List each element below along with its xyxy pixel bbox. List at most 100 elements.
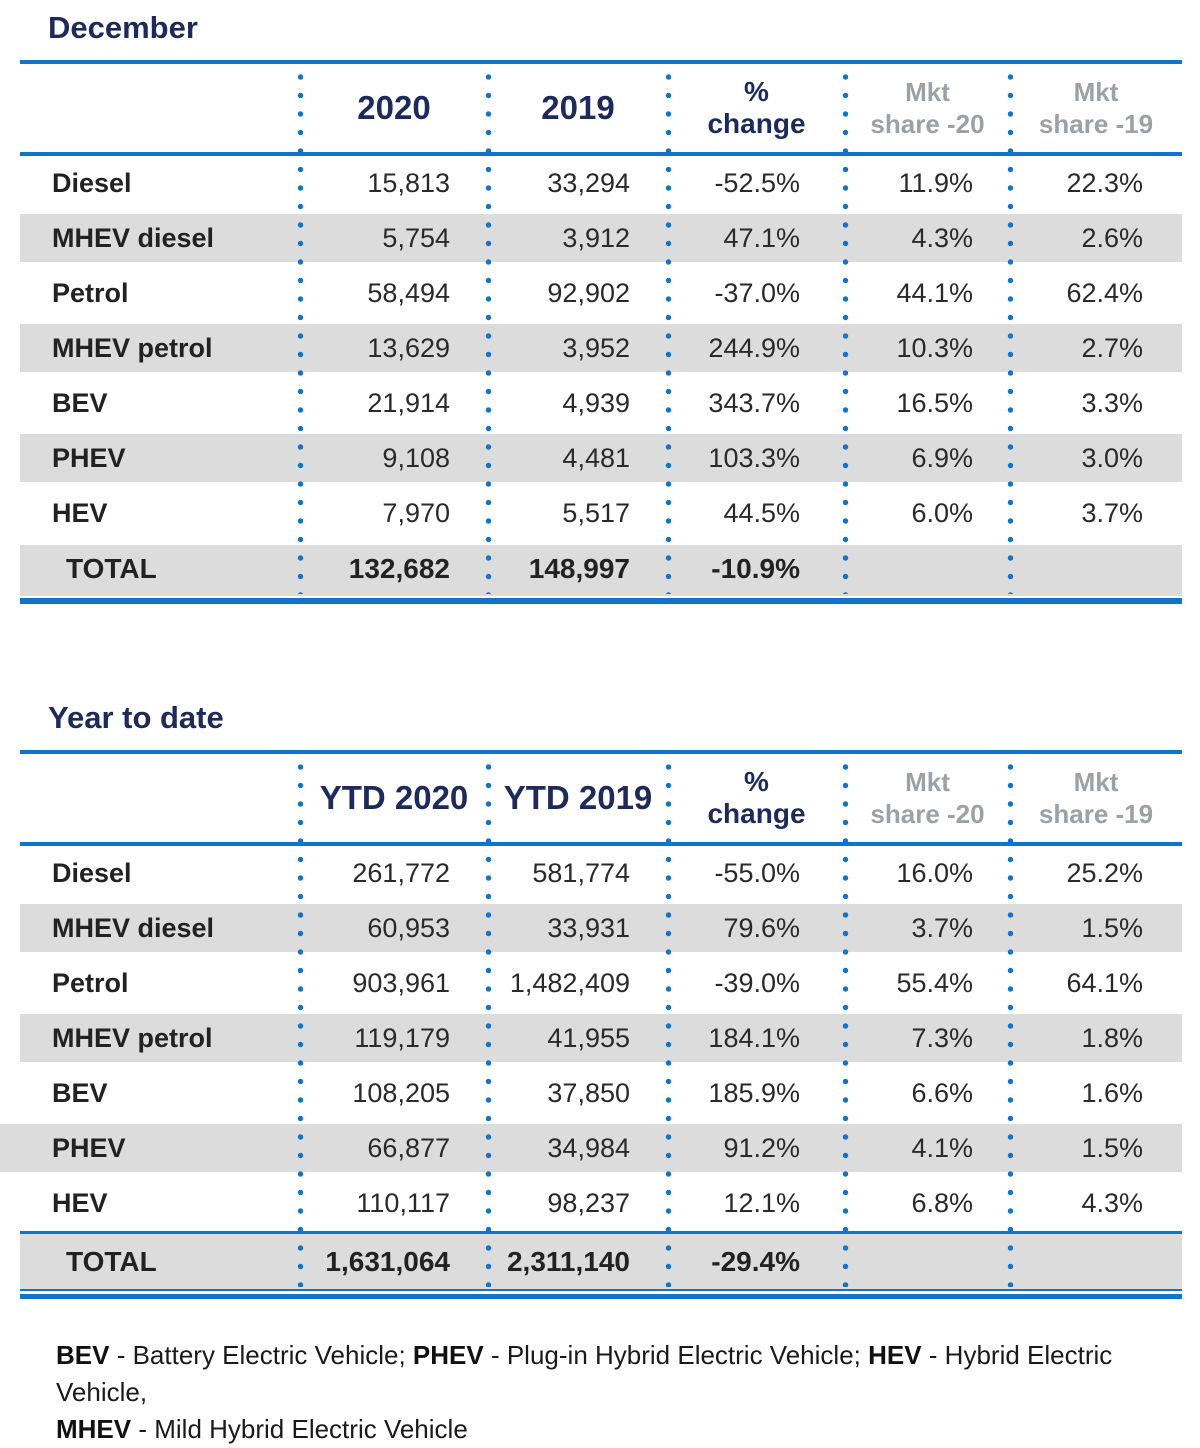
header-pct-line1: % [744,75,769,107]
cell-2020-total: 132,682 [300,541,488,596]
cell-mkt-share-19-total [1010,1231,1182,1289]
header-pct-line2: change [707,798,806,829]
cell-mkt-share-19: 1.5% [1010,901,1182,956]
cell-2020: 5,754 [300,211,488,266]
row-label-total: TOTAL [20,1231,300,1289]
table-row-diesel: Diesel 15,813 33,294 -52.5% 11.9% 22.3% [20,154,1182,211]
cell-2019: 3,952 [488,321,668,376]
row-label-total: TOTAL [20,541,300,596]
cell-pct-change: -37.0% [714,278,800,308]
abbr-bev: BEV [56,1340,110,1370]
header-mkt20-line2: share -20 [870,109,985,139]
cell-pct-change: 185.9% [708,1078,800,1108]
row-label: PHEV [0,1121,300,1176]
cell-2020: 9,108 [300,431,488,486]
table-bottom-rule-thick [20,1294,1182,1299]
cell-pct-change-total: -29.4% [668,1231,845,1289]
header-row: YTD 2020 YTD 2019 % change Mkt share -20… [20,754,1182,846]
table-row-mhev-diesel: MHEV diesel 5,754 3,912 47.1% 4.3% 2.6% [20,211,1182,266]
cell-mkt-share-19: 3.0% [1010,431,1182,486]
cell-mkt-share-20: 10.3% [845,321,1010,376]
cell-ytd-2019: 37,850 [547,1078,630,1108]
table-row-petrol: Petrol 58,494 92,902 -37.0% 44.1% 62.4% [20,266,1182,321]
cell-ytd-2020: 119,179 [300,1011,488,1066]
cell-mkt-share-19: 25.2% [1066,858,1143,888]
cell-pct-change: 12.1% [723,1188,800,1218]
header-ytd-2020: YTD 2020 [300,754,488,846]
cell-ytd-2020: 66,877 [300,1121,488,1176]
cell-mkt-share-20: 6.8% [911,1188,973,1218]
cell-pct-change: -52.5% [714,168,800,198]
footnote-line-2: MHEV - Mild Hybrid Electric Vehicle [56,1411,1182,1448]
header-mkt-share-19: Mkt share -19 [1010,64,1182,156]
table-row-total: TOTAL 132,682 148,997 -10.9% [20,541,1182,596]
cell-2020: 21,914 [367,388,450,418]
cell-mkt-share-20: 6.0% [911,498,973,528]
footnote-line-1: BEV - Battery Electric Vehicle; PHEV - P… [56,1337,1182,1411]
row-label: BEV [52,1078,108,1108]
cell-mkt-share-19: 1.8% [1010,1011,1182,1066]
cell-mkt-share-19: 2.7% [1010,321,1182,376]
cell-2019: 4,481 [488,431,668,486]
row-label: MHEV petrol [20,321,300,376]
header-mkt19-line2: share -19 [1038,799,1154,829]
december-section-title: December [48,10,198,45]
abbr-hev: HEV [868,1340,922,1370]
header-mkt20-line1: Mkt [905,76,950,107]
row-label: HEV [52,1188,108,1218]
table-row-phev: PHEV 9,108 4,481 103.3% 6.9% 3.0% [20,431,1182,486]
table-row-mhev-diesel: MHEV diesel 60,953 33,931 79.6% 3.7% 1.5… [20,901,1182,956]
cell-mkt-share-20: 16.5% [896,388,973,418]
cell-mkt-share-20: 6.6% [911,1078,973,1108]
december-table-wrapper: 2020 2019 % change Mkt share -20 Mkt sha… [20,64,1182,596]
header-empty [20,754,300,846]
cell-2019: 5,517 [562,498,630,528]
header-mkt19-line1: Mkt [1073,76,1119,107]
cell-mkt-share-20: 6.9% [845,431,1010,486]
cell-pct-change: 91.2% [668,1121,845,1176]
header-mkt-share-20: Mkt share -20 [845,64,1010,156]
header-pct-change: % change [668,754,845,846]
header-mkt19-line1: Mkt [1073,766,1119,797]
cell-pct-change: -39.0% [714,968,800,998]
cell-ytd-2019: 581,774 [532,858,630,888]
abbreviation-footnote: BEV - Battery Electric Vehicle; PHEV - P… [56,1337,1182,1448]
table-row-mhev-petrol: MHEV petrol 13,629 3,952 244.9% 10.3% 2.… [20,321,1182,376]
table-top-rule [20,60,1182,64]
cell-2019: 4,939 [562,388,630,418]
row-label: MHEV petrol [20,1011,300,1066]
cell-ytd-2020: 108,205 [352,1078,450,1108]
row-label: BEV [52,388,108,418]
cell-pct-change: 79.6% [668,901,845,956]
table-row-mhev-petrol: MHEV petrol 119,179 41,955 184.1% 7.3% 1… [20,1011,1182,1066]
header-2019: 2019 [488,64,668,156]
header-mkt-share-19: Mkt share -19 [1010,754,1182,846]
table-row-total: TOTAL 1,631,064 2,311,140 -29.4% [20,1231,1182,1289]
header-pct-line2: change [707,108,806,139]
cell-pct-change: 44.5% [723,498,800,528]
cell-mkt-share-20: 11.9% [898,168,973,198]
cell-ytd-2020: 110,117 [356,1188,450,1218]
cell-pct-change: 343.7% [708,388,800,418]
cell-mkt-share-19: 3.3% [1081,388,1143,418]
header-mkt19-line2: share -19 [1038,109,1154,139]
row-label: PHEV [20,431,300,486]
def-phev: - Plug-in Hybrid Electric Vehicle; [483,1340,869,1370]
table-row-diesel: Diesel 261,772 581,774 -55.0% 16.0% 25.2… [20,844,1182,901]
cell-mkt-share-20: 4.3% [845,211,1010,266]
cell-ytd-2019: 98,237 [547,1188,630,1218]
cell-pct-change: 47.1% [668,211,845,266]
def-bev: - Battery Electric Vehicle; [109,1340,413,1370]
cell-2020: 13,629 [300,321,488,376]
abbr-mhev: MHEV [56,1413,132,1444]
ytd-table-wrapper: YTD 2020 YTD 2019 % change Mkt share -20… [0,754,1182,1289]
table-row-hev: HEV 110,117 98,237 12.1% 6.8% 4.3% [20,1176,1182,1233]
cell-ytd-2020: 60,953 [300,901,488,956]
cell-mkt-share-19: 3.7% [1081,498,1143,528]
table-row-petrol: Petrol 903,961 1,482,409 -39.0% 55.4% 64… [20,956,1182,1011]
cell-pct-change: 184.1% [668,1011,845,1066]
header-pct-change: % change [668,64,845,156]
cell-mkt-share-20: 3.7% [845,901,1010,956]
cell-mkt-share-19-total [1010,541,1182,596]
